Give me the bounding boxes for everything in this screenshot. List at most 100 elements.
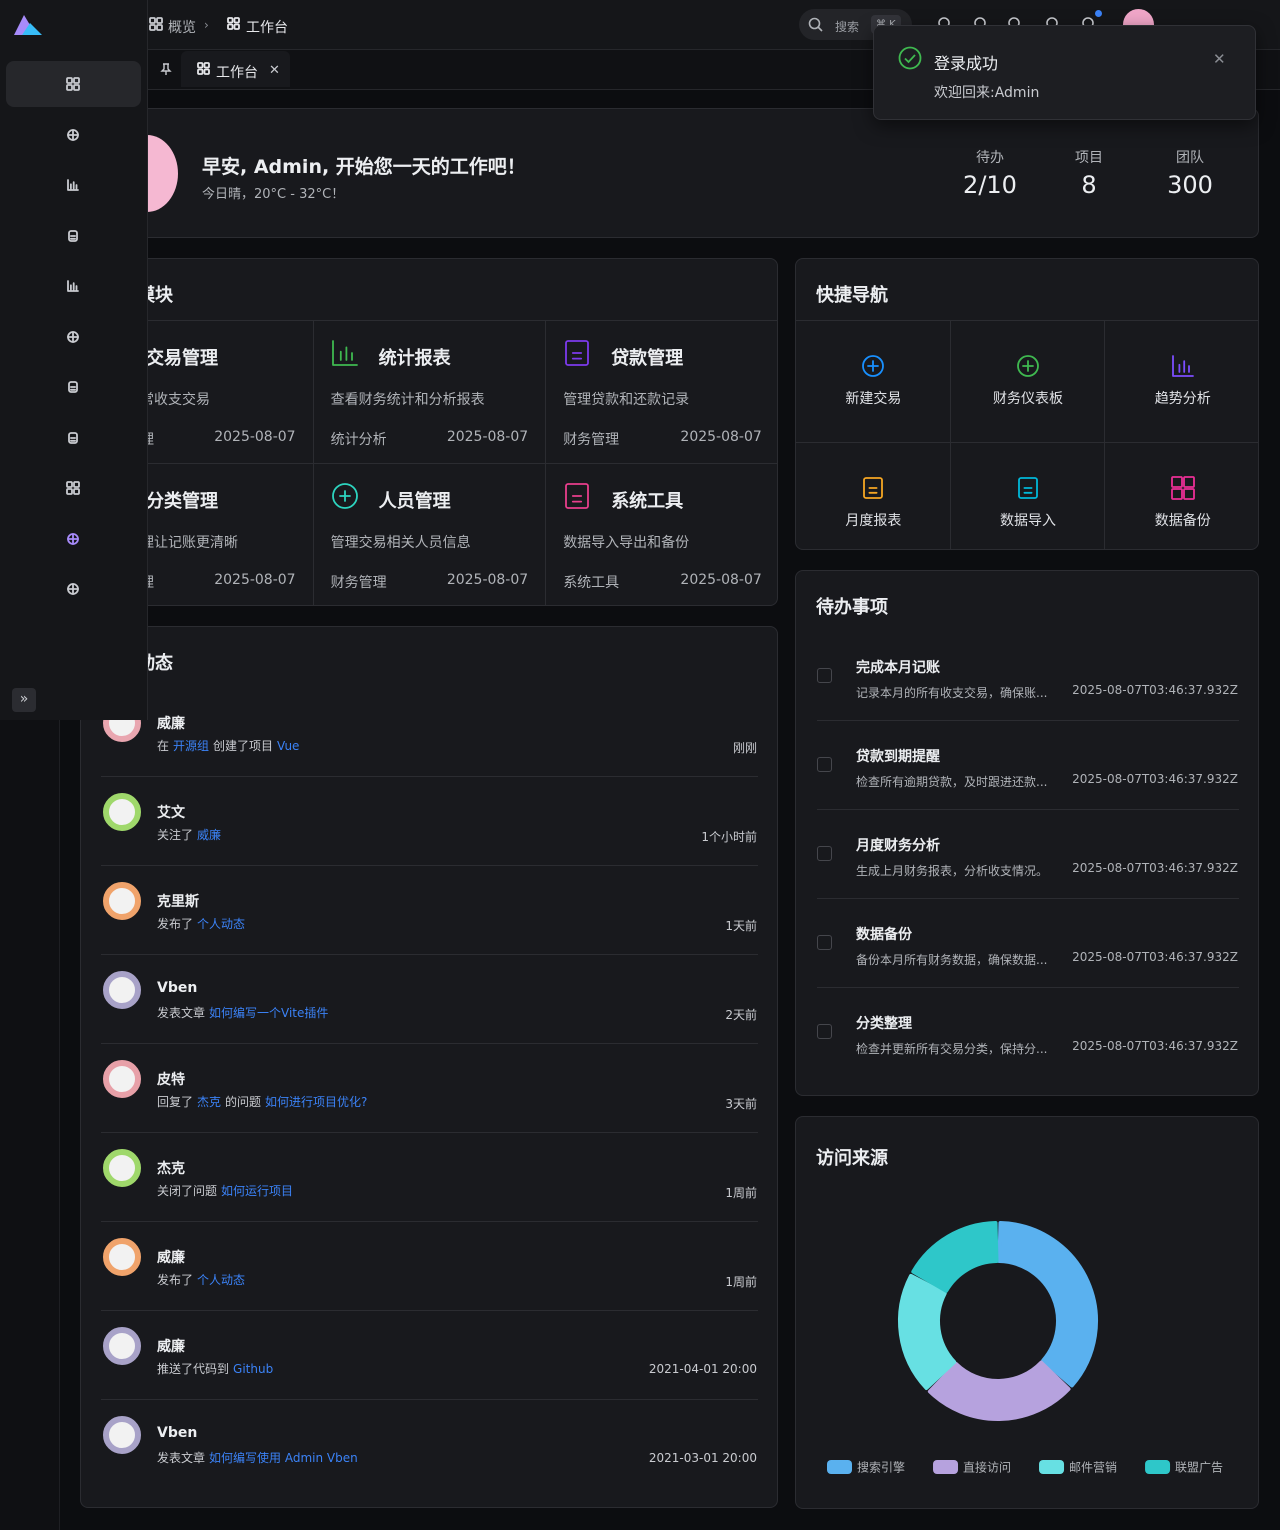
shape: [67, 330, 79, 343]
activity-link[interactable]: 威廉: [197, 828, 222, 842]
divider: [101, 1221, 758, 1222]
activity-word: 关闭了问题: [157, 1184, 218, 1198]
shape: [73, 84, 80, 91]
activity-link[interactable]: 个人动态: [197, 1273, 246, 1287]
quick-nav-item[interactable]: 财务仪表板: [950, 321, 1106, 443]
tab[interactable]: 工作台 ✕: [181, 51, 290, 87]
todo-checkbox[interactable]: [817, 757, 832, 772]
tab-close[interactable]: ✕: [269, 62, 280, 78]
quick-nav-item[interactable]: 数据备份: [1105, 443, 1258, 549]
project-title: 分类管理: [146, 491, 218, 512]
icon: [227, 17, 240, 30]
todo-desc: 备份本月所有财务数据，确保数据...: [856, 953, 1048, 967]
chart: 搜索引擎 直接访问 邮件营销 联盟广告: [827, 1221, 1223, 1475]
legend-swatch: [827, 1460, 852, 1474]
stat: 待办 2/10: [940, 145, 1040, 205]
project-cell[interactable]: 系统工具 数据导入导出和备份 系统工具 2025-08-07: [546, 464, 777, 605]
todo-date: 2025-08-07T03:46:37.932Z: [1072, 772, 1238, 786]
toast-close[interactable]: ✕: [1213, 49, 1226, 68]
stat-value: 2/10: [963, 171, 1017, 199]
project-cell[interactable]: 人员管理 管理交易相关人员信息 财务管理 2025-08-07: [314, 464, 547, 605]
menu-item[interactable]: [6, 162, 141, 208]
search-box[interactable]: 搜索⌘ K: [799, 9, 912, 40]
quick-nav-label: 新建交易: [845, 391, 902, 407]
stat: 项目 8: [1039, 145, 1139, 205]
activity-user: Vben: [157, 1425, 198, 1441]
project-cell[interactable]: 贷款管理 管理贷款和还款记录 财务管理 2025-08-07: [546, 321, 777, 464]
breadcrumb-item[interactable]: 工作台: [246, 20, 288, 36]
activity-user: 皮特: [157, 1072, 185, 1088]
project-group: 统计分析: [330, 432, 387, 448]
activity-word: 的问题: [225, 1095, 262, 1109]
activity-time: 1周前: [725, 1186, 757, 1200]
quick-nav-item[interactable]: 数据导入: [951, 443, 1106, 549]
activity-time: 刚刚: [732, 741, 757, 755]
icon: [68, 229, 78, 242]
toast-message: 欢迎回来:Admin: [934, 85, 1040, 101]
divider: [817, 898, 1239, 899]
todo-checkbox[interactable]: [817, 668, 832, 683]
shape: [68, 381, 78, 393]
menu-item[interactable]: [6, 415, 141, 461]
stat-label: 团队: [1176, 150, 1204, 166]
shape: [1018, 477, 1038, 499]
shape: [156, 24, 163, 31]
todo-checkbox[interactable]: [817, 846, 832, 861]
menu-item[interactable]: [6, 516, 141, 562]
menu-active[interactable]: [6, 61, 141, 107]
quick-nav-label: 趋势分析: [1154, 391, 1211, 407]
menu-item[interactable]: [6, 263, 141, 309]
divider: [81, 320, 777, 321]
card-title: 快捷导航: [816, 285, 888, 306]
todo-checkbox[interactable]: [817, 1024, 832, 1039]
shape: [565, 340, 590, 366]
activities-card: 最新动态威廉在开源组创建了项目Vue刚刚艾文关注了威廉1个小时前克里斯发布了个人…: [80, 626, 778, 1508]
project-title: 交易管理: [146, 348, 218, 369]
project-cell[interactable]: 统计报表 查看财务统计和分析报表 统计分析 2025-08-07: [313, 321, 547, 464]
activity-link[interactable]: 如何运行项目: [221, 1184, 294, 1198]
shape: [338, 490, 351, 502]
activity-link[interactable]: 杰克: [197, 1095, 222, 1109]
shape: [156, 17, 163, 24]
icon: [66, 481, 80, 495]
quick-nav-item[interactable]: 月度报表: [796, 443, 951, 549]
icon: [149, 17, 163, 31]
quick-nav-label: 数据导入: [1000, 513, 1057, 529]
icon: [67, 330, 79, 343]
pie-slice: [898, 1273, 957, 1390]
quick-nav-item[interactable]: 趋势分析: [1105, 321, 1258, 443]
menu-item[interactable]: [6, 213, 141, 259]
activity-link[interactable]: Vue: [277, 739, 300, 753]
menu-item[interactable]: [6, 314, 141, 360]
activity-avatar: [103, 971, 141, 1009]
quick-nav-item[interactable]: 新建交易: [796, 321, 951, 443]
menu-item[interactable]: [6, 566, 141, 612]
activity-user: 威廉: [157, 716, 185, 732]
greeting: 早安, Admin, 开始您一天的工作吧！: [202, 155, 526, 178]
menu-item[interactable]: [6, 112, 141, 158]
menu-item[interactable]: [6, 465, 141, 511]
menu-item[interactable]: [6, 364, 141, 410]
shape: [808, 17, 821, 30]
activity-word: 创建了项目: [213, 739, 274, 753]
todo-checkbox[interactable]: [817, 935, 832, 950]
legend-label: 联盟广告: [1175, 1461, 1223, 1475]
collapse-button[interactable]: »: [12, 688, 36, 712]
shape: [197, 62, 204, 69]
activity-link[interactable]: 个人动态: [197, 917, 246, 931]
tab-label: 工作台: [216, 65, 258, 81]
activity-link[interactable]: Github: [233, 1362, 274, 1376]
activity-link[interactable]: 开源组: [173, 739, 210, 753]
stat-label: 项目: [1075, 150, 1103, 166]
activity-link[interactable]: 如何编写一个Vite插件: [209, 1006, 329, 1020]
divider: [101, 1399, 758, 1400]
project-group: 财务管理: [563, 432, 620, 448]
breadcrumb-item[interactable]: 概览: [168, 20, 196, 36]
shape: [1022, 360, 1034, 372]
shape: [203, 62, 210, 69]
menu-item[interactable]: [6, 61, 141, 107]
activity-link[interactable]: 如何进行项目优化?: [265, 1095, 368, 1109]
activity-user: 杰克: [157, 1161, 185, 1177]
activity-link[interactable]: 如何编写使用 Admin Vben: [209, 1451, 358, 1465]
todo-desc: 生成上月财务报表，分析收支情况。: [856, 864, 1049, 878]
